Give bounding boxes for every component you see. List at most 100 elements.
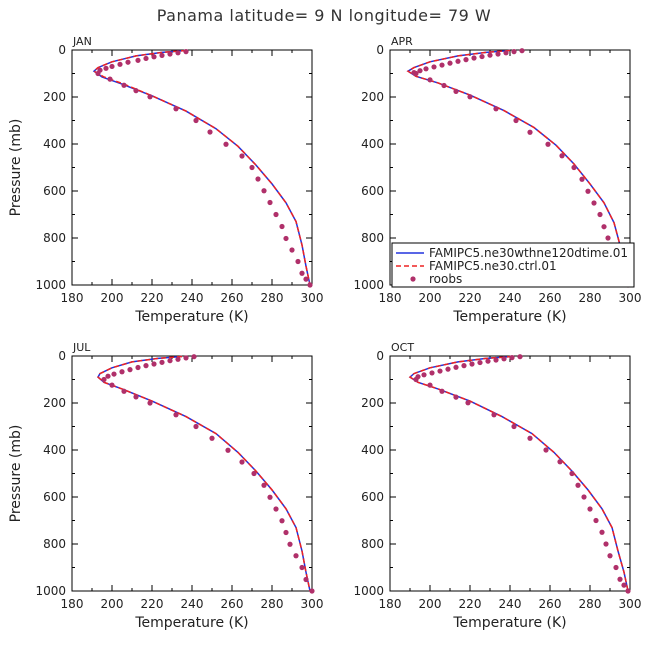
obs-point (133, 394, 139, 400)
y-tick-label: 800 (361, 231, 384, 245)
obs-point (249, 164, 255, 171)
y-tick-label: 600 (43, 184, 66, 198)
x-tick-label: 300 (619, 291, 642, 305)
obs-point (135, 57, 141, 63)
x-tick-label: 220 (141, 597, 164, 611)
obs-point (287, 541, 293, 547)
obs-point (447, 60, 453, 66)
obs-point (167, 358, 173, 364)
x-tick-label: 280 (579, 597, 602, 611)
obs-point (121, 82, 127, 88)
obs-point (453, 88, 459, 94)
obs-point (509, 355, 515, 361)
obs-point (477, 359, 483, 366)
y-tick-label: 600 (43, 490, 66, 504)
x-axis-title: Temperature (K) (452, 615, 566, 631)
obs-point (427, 77, 433, 83)
x-tick-label: 300 (619, 597, 642, 611)
obs-point (147, 400, 153, 406)
x-tick-label: 300 (301, 291, 324, 305)
plot-frame (389, 355, 631, 592)
y-tick-label: 0 (376, 43, 384, 57)
obs-point (223, 141, 229, 147)
obs-point (571, 164, 577, 171)
y-tick-label: 800 (361, 537, 384, 551)
series-roobs (101, 354, 315, 594)
x-tick-label: 240 (499, 597, 522, 611)
obs-point (303, 576, 309, 583)
obs-point (453, 394, 459, 400)
obs-point (439, 388, 445, 394)
obs-point (617, 576, 623, 582)
obs-point (439, 62, 445, 68)
y-tick-label: 600 (361, 490, 384, 504)
obs-point (167, 51, 173, 57)
x-tick-label: 260 (539, 597, 562, 611)
x-tick-label: 200 (101, 291, 124, 305)
obs-point (471, 55, 477, 61)
panel-jul: 180 200 220 240 260 280 300 0 200 400 600 800 1000 Te… (8, 341, 323, 631)
obs-point (183, 355, 189, 361)
x-tick-label: 180 (379, 291, 402, 305)
obs-point (605, 235, 611, 241)
y-tick-label: 1000 (35, 584, 66, 598)
obs-point (545, 141, 551, 147)
legend-entry: roobs (429, 272, 462, 286)
obs-point (597, 211, 603, 218)
obs-point (273, 506, 279, 512)
y-tick-label: 0 (58, 349, 66, 363)
obs-point (173, 412, 179, 418)
series-roobs (413, 354, 631, 594)
obs-point (413, 376, 419, 383)
obs-point (417, 68, 423, 74)
obs-point (159, 359, 165, 365)
x-tick-label: 240 (499, 291, 522, 305)
legend-box (391, 242, 635, 288)
obs-point (511, 423, 517, 430)
obs-point (103, 65, 109, 71)
panel-label: OCT (391, 341, 414, 354)
obs-point (575, 482, 581, 488)
obs-point (445, 366, 451, 372)
obs-point (527, 129, 533, 135)
x-tick-label: 260 (221, 291, 244, 305)
obs-point (105, 373, 111, 379)
obs-point (431, 64, 437, 70)
obs-point (491, 412, 497, 418)
obs-point (569, 470, 575, 477)
series-ctrl-line (408, 355, 629, 592)
obs-point (463, 57, 469, 63)
obs-point (485, 358, 491, 364)
obs-point (503, 50, 509, 56)
y-tick-label: 400 (361, 137, 384, 151)
obs-point (581, 494, 587, 500)
obs-point (579, 176, 585, 182)
obs-point (239, 153, 245, 159)
obs-point (147, 94, 153, 100)
obs-point (107, 76, 113, 82)
x-tick-label: 200 (419, 291, 442, 305)
x-tick-label: 240 (181, 597, 204, 611)
obs-point (175, 356, 181, 362)
obs-point (261, 482, 267, 488)
obs-point (303, 276, 309, 282)
y-tick-label: 400 (361, 443, 384, 457)
x-axis-title: Temperature (K) (452, 309, 566, 325)
series-roobs (95, 49, 313, 288)
panel-apr: 180 200 220 240 260 280 300 0 200 400 600 800 1000 Te… (353, 35, 641, 325)
obs-point (279, 518, 285, 524)
obs-point (465, 400, 471, 406)
y-axis-title: Pressure (mb) (8, 425, 24, 523)
x-tick-label: 180 (61, 597, 84, 611)
obs-point (593, 517, 599, 524)
obs-point (493, 106, 499, 112)
plot-frame (71, 49, 313, 286)
obs-point (119, 369, 125, 375)
obs-point (479, 53, 485, 60)
obs-point (487, 52, 493, 58)
obs-point (519, 48, 525, 54)
y-tick-label: 1000 (353, 278, 384, 292)
x-tick-label: 280 (579, 291, 602, 305)
obs-point (143, 55, 149, 62)
y-tick-label: 800 (43, 231, 66, 245)
